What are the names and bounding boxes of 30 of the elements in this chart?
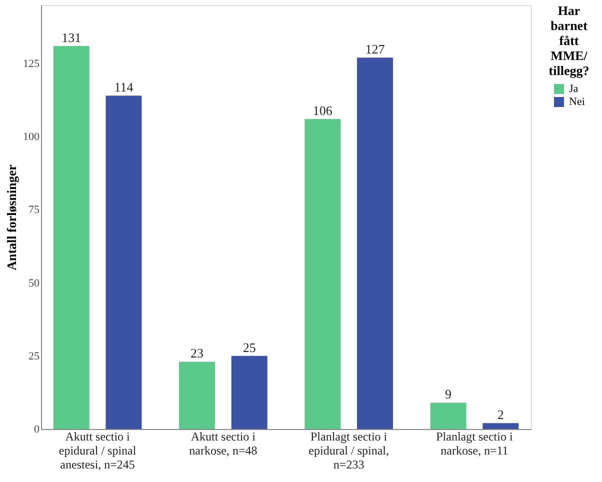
y-tick-label: 25: [28, 350, 40, 362]
bar: [106, 96, 142, 429]
bar: [231, 356, 268, 429]
data-label: 106: [312, 103, 333, 118]
legend-title: Har barnet fått MME/ tillegg?: [548, 3, 590, 78]
y-axis-title: Antall forløsninger: [4, 164, 19, 270]
y-tick-label: 75: [28, 204, 40, 216]
legend-label: Nei: [569, 96, 585, 108]
y-tick-label: 0: [34, 424, 40, 436]
bar: [179, 362, 216, 429]
x-tick-label: Planlagt sectio i narkose, n=11: [436, 430, 514, 458]
y-tick-label: 50: [28, 277, 40, 290]
data-label: 127: [365, 42, 386, 57]
data-label: 23: [190, 346, 204, 361]
bar: [304, 119, 341, 429]
x-tick-label: Akutt sectio i narkose, n=48: [189, 430, 258, 458]
y-tick-label: 125: [23, 58, 40, 70]
legend-label: Ja: [569, 83, 578, 95]
data-label: 131: [62, 30, 82, 45]
bar: [430, 402, 466, 429]
bar: [482, 423, 519, 429]
data-label: 114: [114, 80, 134, 95]
x-tick-label: Akutt sectio i epidural / spinal anestesi, n=245: [58, 430, 137, 472]
data-label: 25: [242, 340, 256, 355]
bar: [53, 46, 90, 429]
bar: [356, 58, 393, 429]
y-tick-label: 100: [23, 131, 40, 144]
data-label: 9: [445, 386, 452, 402]
data-label: 2: [497, 407, 504, 422]
x-tick-label: Planlagt sectio i epidural / spinal, n=233: [308, 430, 389, 472]
